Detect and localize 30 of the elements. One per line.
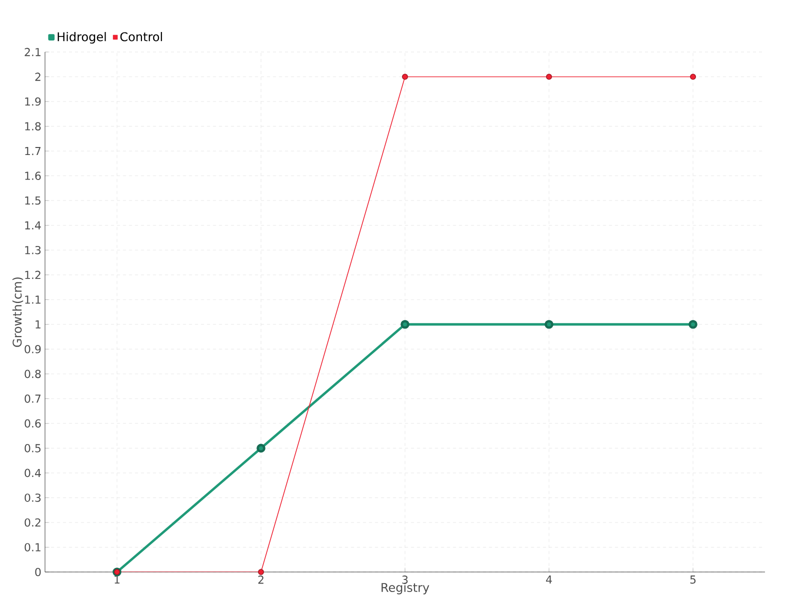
y-tick-label: 1.4 [25,221,41,230]
y-tick-label: 0.7 [24,394,41,403]
y-tick-label: 1.6 [25,172,41,180]
y-tick-label: 0.6 [24,419,41,428]
x-tick-label: 5 [690,576,696,584]
legend-label: Control [120,32,162,42]
y-axis-title: Growth(cm) [12,277,24,347]
legend-label: Hidrogel [58,32,106,44]
y-tick-label: 0.1 [24,543,40,552]
y-tick-label: 1.2 [25,270,40,279]
x-tick-label: 2 [258,576,264,584]
y-tick-label: 0.2 [24,518,40,527]
y-tick-label: 1.9 [25,97,41,106]
y-tick-label: 0.5 [24,444,41,452]
y-tick-label: 0.8 [24,370,41,378]
x-axis-title: Registry [382,582,430,594]
y-tick-label: 0.9 [24,344,41,354]
y-tick-label: 1.1 [25,296,40,304]
y-tick-label: 0 [35,568,41,576]
y-tick-label: 2 [35,72,40,81]
y-tick-label: 0.4 [24,468,41,478]
y-tick-label: 0.3 [24,494,41,502]
y-tick-label: 1.3 [25,246,41,254]
x-tick-label: 4 [546,576,552,584]
y-tick-label: 1.8 [25,122,41,130]
y-tick-label: 1.5 [25,196,41,205]
x-tick-label: 3 [402,576,408,584]
y-tick-label: 1.7 [25,147,41,156]
y-tick-label: 2.1 [24,48,40,56]
y-tick-label: 1 [36,320,40,328]
